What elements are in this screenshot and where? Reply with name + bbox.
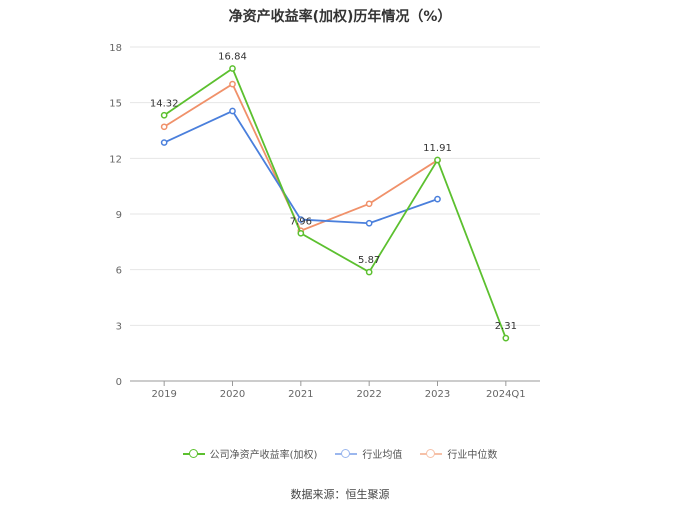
data-source: 数据来源：恒生聚源 [290,488,390,501]
data-point [297,229,305,237]
data-point [229,65,236,72]
legend-swatch-industry-median [420,448,443,459]
x-tick-label: 2023 [425,389,450,400]
x-tick-label: 2022 [356,389,381,400]
legend-label-industry-median: 行业中位数 [447,450,498,461]
legend-label-company: 公司净资产收益率(加权) [209,450,318,461]
legend-item-industry-median[interactable]: 行业中位数 [420,446,497,461]
y-tick-label: 0 [116,377,122,388]
data-point [434,195,441,203]
y-tick-label: 15 [109,99,122,110]
y-tick-label: 6 [116,266,122,277]
legend-item-industry-mean[interactable]: 行业均值 [335,446,402,461]
legend: 公司净资产收益率(加权) 行业均值 行业中位数 [0,446,680,461]
data-point [365,268,373,276]
data-point [160,139,168,146]
y-tick-label: 12 [109,154,122,165]
data-label: 11.91 [423,143,452,154]
y-tick-label: 9 [116,210,122,221]
series-line-1 [163,109,438,225]
data-point [297,216,305,223]
data-point [229,107,236,115]
data-point [365,219,373,227]
data-point [502,334,510,342]
series-line-0 [163,67,507,339]
data-point [229,80,236,88]
x-tick-label: 2020 [220,389,245,400]
legend-label-industry-mean: 行业均值 [362,450,403,461]
data-point [434,156,441,164]
x-tick-label: 2021 [288,389,313,400]
data-point [365,200,373,208]
legend-item-company[interactable]: 公司净资产收益率(加权) [182,446,318,461]
data-label: 7.96 [290,216,312,227]
series-line-2 [163,82,438,232]
legend-swatch-company [182,448,205,459]
y-tick-label: 3 [116,321,122,332]
data-point [160,111,168,119]
data-label: 16.84 [218,52,247,63]
data-label: 14.32 [150,98,179,109]
legend-swatch-industry-mean [335,448,358,459]
data-label: 2.31 [495,321,517,332]
x-tick-label: 2019 [151,389,176,400]
x-tick-label: 2024Q1 [486,389,526,400]
data-label: 5.87 [358,255,380,266]
y-tick-label: 18 [109,43,122,54]
chart-title: 净资产收益率(加权)历年情况（%） [228,9,452,25]
data-point [160,123,168,131]
